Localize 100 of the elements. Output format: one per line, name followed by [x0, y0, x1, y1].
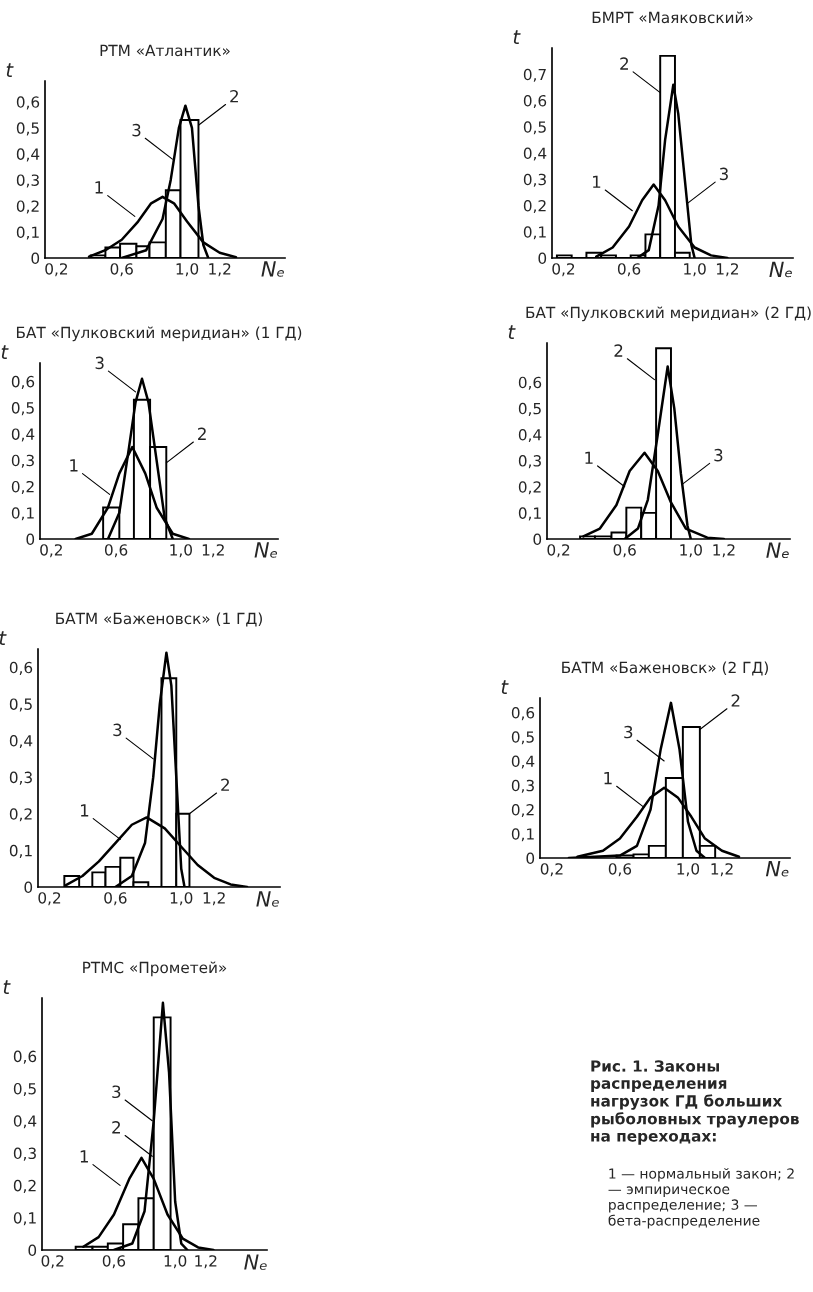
- y-tick-label: 0,2: [11, 480, 34, 495]
- y-tick-label: 0,3: [9, 771, 32, 785]
- y-tick-label: 0,6: [523, 94, 547, 109]
- y-axis-title: t: [3, 980, 11, 994]
- annotation: 2: [198, 427, 206, 440]
- y-tick-label: 0,3: [511, 779, 534, 793]
- y-tick-label: 0,6: [13, 1050, 37, 1064]
- x-tick-label: 0,6: [617, 263, 641, 277]
- x-tick-label: 0,2: [552, 263, 575, 277]
- y-tick-label: 0,5: [9, 698, 32, 712]
- y-tick-label: 0,3: [13, 1147, 36, 1161]
- y-tick-label: 0,2: [13, 1179, 36, 1193]
- annotation: 2: [620, 57, 628, 70]
- annotation: 2: [731, 694, 740, 707]
- annotation: 3: [112, 1085, 121, 1099]
- x-tick-label: 1,2: [203, 892, 225, 906]
- y-tick-label: 0,5: [11, 402, 34, 416]
- annotation: 1: [95, 181, 103, 194]
- y-tick-label: 0,4: [9, 735, 33, 749]
- x-tick-label: 0,2: [41, 1255, 64, 1269]
- annotation: 3: [714, 448, 723, 462]
- x-tick-label: 1,0: [176, 263, 199, 277]
- y-tick-label: 0,5: [16, 122, 39, 136]
- y-tick-label: 0,1: [9, 844, 32, 858]
- chart-title: БМРТ «Маяковский»: [592, 11, 753, 24]
- x-tick-label: 0,2: [40, 544, 62, 558]
- annotation: 3: [719, 167, 728, 181]
- x-tick-label: 1,2: [202, 544, 224, 558]
- x-tick-label: 0,6: [110, 263, 133, 277]
- x-tick-label: 0,6: [613, 544, 636, 558]
- y-tick-label: 0,6: [511, 707, 535, 721]
- y-tick-label: 0,3: [518, 455, 541, 469]
- y-tick-label: 0: [26, 533, 35, 546]
- x-tick-label: 1,0: [684, 263, 706, 277]
- x-axis-title: Nₑ: [261, 261, 284, 277]
- annotation: 3: [113, 723, 122, 737]
- y-tick-label: 0,6: [518, 376, 542, 390]
- y-tick-label: 0: [533, 533, 542, 546]
- y-axis-title: t: [508, 325, 516, 339]
- y-tick-label: 0,4: [16, 148, 40, 162]
- annotation: 1: [80, 1150, 88, 1163]
- y-tick-label: 0,4: [518, 428, 542, 443]
- x-tick-label: 0,6: [104, 544, 128, 558]
- x-tick-label: 0,6: [104, 892, 127, 906]
- y-tick-label: 0,6: [9, 661, 33, 675]
- y-tick-label: 0: [24, 881, 33, 894]
- y-axis-title: t: [6, 63, 14, 77]
- x-tick-label: 1,2: [209, 263, 231, 277]
- y-axis-title: t: [1, 345, 9, 359]
- y-tick-label: 0: [28, 1244, 37, 1257]
- annotation: 2: [221, 778, 229, 791]
- annotation: 2: [112, 1121, 120, 1134]
- y-tick-label: 0,4: [11, 428, 35, 442]
- y-axis-title: t: [501, 680, 509, 694]
- y-tick-label: 0,7: [523, 68, 546, 82]
- y-tick-label: 0,6: [16, 96, 40, 110]
- y-tick-label: 0,4: [523, 147, 547, 161]
- chart-title: БАТ «Пулковский меридиан» (2 ГД): [526, 306, 811, 322]
- x-axis-title: Nₑ: [769, 261, 792, 278]
- y-tick-label: 0,3: [523, 173, 546, 187]
- x-tick-label: 1,2: [195, 1255, 217, 1269]
- annotation: 1: [80, 804, 89, 817]
- y-tick-label: 0,4: [13, 1115, 37, 1129]
- x-tick-label: 0,2: [45, 263, 68, 277]
- y-tick-label: 0,2: [16, 200, 39, 214]
- chart-title: БАТ «Пулковский меридиан» (1 ГД): [16, 326, 302, 342]
- x-tick-label: 1,0: [170, 892, 193, 906]
- y-tick-label: 0,1: [11, 507, 34, 521]
- y-tick-label: 0,5: [511, 731, 534, 745]
- y-tick-label: 0,4: [511, 755, 535, 769]
- y-axis-title: t: [513, 30, 521, 44]
- x-axis-title: Nₑ: [256, 891, 279, 907]
- annotation: 2: [230, 89, 238, 103]
- y-tick-label: 0,5: [518, 402, 541, 416]
- y-tick-label: 0,1: [518, 507, 541, 521]
- x-axis-title: Nₑ: [766, 542, 789, 559]
- y-tick-label: 0: [538, 252, 547, 265]
- chart-title: БАТМ «Баженовск» (2 ГД): [562, 661, 768, 676]
- chart-title: БАТМ «Баженовск» (1 ГД): [56, 612, 262, 627]
- y-axis-title: t: [0, 631, 7, 645]
- y-tick-label: 0,1: [16, 226, 39, 240]
- x-tick-label: 1,0: [170, 544, 192, 558]
- chart-title: РТМС «Прометей»: [83, 961, 227, 977]
- x-tick-label: 0,2: [547, 544, 570, 558]
- y-tick-label: 0,3: [16, 174, 39, 188]
- x-tick-label: 1,2: [716, 263, 739, 277]
- y-tick-label: 0,6: [11, 375, 35, 389]
- x-tick-label: 0,2: [38, 892, 61, 906]
- y-tick-label: 0,2: [511, 803, 534, 818]
- annotation: 2: [614, 344, 623, 357]
- y-tick-label: 0,5: [523, 121, 546, 135]
- y-tick-label: 0,2: [9, 808, 32, 822]
- x-tick-label: 1,2: [711, 863, 733, 877]
- y-tick-label: 0: [31, 252, 40, 265]
- x-tick-label: 1,0: [680, 544, 702, 558]
- text: 1 — нормальный закон; 2 — эмпирическое распределение; 3 — бета-распределение: [608, 1168, 794, 1229]
- annotation: 3: [95, 356, 104, 370]
- x-axis-title: Nₑ: [254, 542, 278, 558]
- chart-title: РТМ «Атлантик»: [100, 44, 230, 57]
- x-tick-label: 1,2: [713, 544, 735, 558]
